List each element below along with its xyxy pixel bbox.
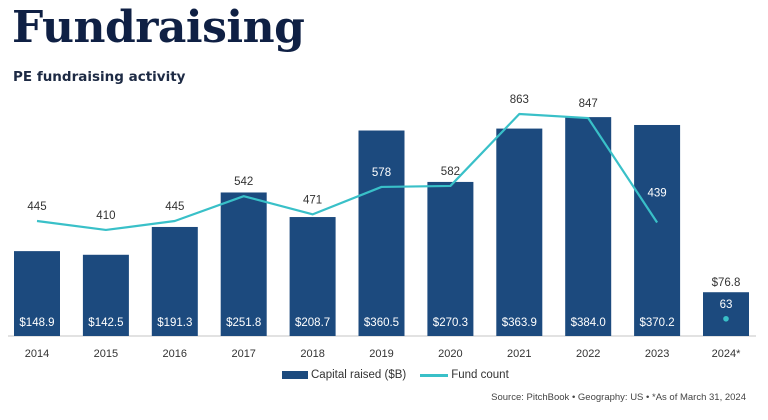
line-label-2024: 63 [720, 299, 733, 311]
x-tick-2023: 2023 [645, 348, 669, 360]
line-label-2021: 863 [510, 94, 529, 106]
legend-swatch-capital-raised [282, 371, 308, 379]
bar-label-2017: $251.8 [226, 317, 261, 329]
bar-2016 [151, 226, 198, 336]
bar-label-2024: $76.8 [712, 277, 741, 289]
bar-2017 [220, 192, 267, 336]
bar-label-2015: $142.5 [88, 317, 123, 329]
line-label-2015: 410 [96, 210, 115, 222]
legend-label-fund-count: Fund count [451, 369, 509, 381]
source-note: Source: PitchBook • Geography: US • *As … [491, 392, 746, 403]
bar-2015 [82, 254, 129, 336]
x-tick-2014: 2014 [25, 348, 49, 360]
bar-label-2019: $360.5 [364, 317, 399, 329]
x-tick-2019: 2019 [369, 348, 393, 360]
legend-label-capital-raised: Capital raised ($B) [311, 369, 407, 381]
bar-label-2014: $148.9 [19, 317, 54, 329]
bar-label-2020: $270.3 [433, 317, 468, 329]
line-label-2016: 445 [165, 201, 184, 213]
line-label-2017: 542 [234, 176, 253, 188]
bar-2021 [496, 128, 543, 336]
x-tick-2017: 2017 [231, 348, 255, 360]
line-label-2019: 578 [372, 167, 391, 179]
x-tick-2021: 2021 [507, 348, 531, 360]
x-tick-2020: 2020 [438, 348, 462, 360]
bar-2022 [565, 117, 612, 337]
bar-2014 [14, 251, 60, 336]
page-title: Fundraising [12, 2, 305, 53]
x-tick-2015: 2015 [94, 348, 118, 360]
line-label-2018: 471 [303, 194, 322, 206]
chart-subtitle: PE fundraising activity [13, 69, 186, 85]
bar-label-2023: $370.2 [640, 317, 675, 329]
bar-2018 [289, 217, 336, 336]
line-label-2022: 847 [579, 98, 598, 110]
bar-2019 [358, 130, 405, 336]
line-label-2020: 582 [441, 166, 460, 178]
x-tick-2024: 2024* [712, 348, 741, 360]
x-tick-2018: 2018 [300, 348, 324, 360]
legend-swatch-fund-count [420, 373, 449, 377]
bar-2023 [634, 124, 681, 337]
fund-count-line [36, 112, 659, 232]
line-label-2023: 439 [648, 188, 667, 200]
bar-label-2021: $363.9 [502, 317, 537, 329]
fund-count-point-2024 [723, 315, 729, 322]
bar-label-2016: $191.3 [157, 317, 192, 329]
chart-legend: Capital raised ($B) Fund count [282, 369, 509, 381]
bar-label-2018: $208.7 [295, 317, 330, 329]
bar-2020 [427, 181, 474, 336]
line-label-2014: 445 [27, 201, 46, 213]
x-tick-2016: 2016 [163, 348, 187, 360]
x-tick-2022: 2022 [576, 348, 600, 360]
bar-label-2022: $384.0 [571, 317, 606, 329]
bar-2024 [703, 292, 749, 336]
